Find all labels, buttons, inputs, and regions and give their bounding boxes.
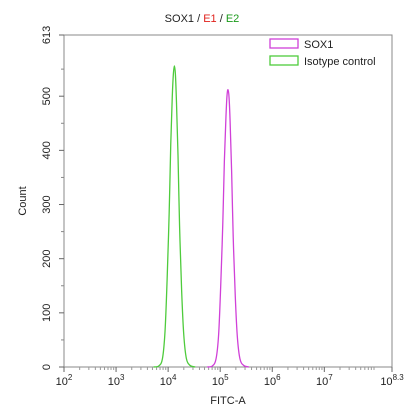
y-tick-label: 400 [41,141,53,159]
legend-label: SOX1 [304,39,333,51]
y-tick-label: 200 [41,250,53,268]
y-tick-label: 613 [41,26,53,44]
legend: SOX1 Isotype control [269,38,376,68]
x-axis: 102 103 104 105 106 107 108.3 [56,367,404,388]
series-line-sox1 [207,89,250,368]
legend-swatch [269,38,299,49]
x-tick-label: 107 [316,373,333,388]
y-axis-title: Count [17,186,29,215]
y-axis: 0 100 200 300 400 500 613 [41,26,64,370]
title-part: SOX1 [165,13,194,25]
y-tick-label: 0 [41,364,53,370]
legend-label: Isotype control [304,56,376,68]
series-line-isotype-control [153,65,196,368]
legend-swatch [269,55,299,66]
y-tick-label: 500 [41,87,53,105]
plot-frame [63,34,393,368]
title-part: E1 [203,13,216,25]
y-tick-label: 100 [41,304,53,322]
x-tick-label: 106 [264,373,281,388]
x-tick-label: 105 [212,373,229,388]
title-part: E2 [226,13,239,25]
title-part: / [217,13,226,25]
x-axis-title: FITC-A [210,395,246,407]
y-tick-label: 300 [41,195,53,213]
x-tick-label: 103 [108,373,125,388]
x-tick-label: 104 [160,373,177,388]
x-tick-label: 102 [56,373,73,388]
chart-title: SOX1 / E1 / E2 [165,13,240,25]
title-part: / [194,13,203,25]
x-tick-label: 108.3 [380,373,404,388]
series-group [153,65,250,368]
